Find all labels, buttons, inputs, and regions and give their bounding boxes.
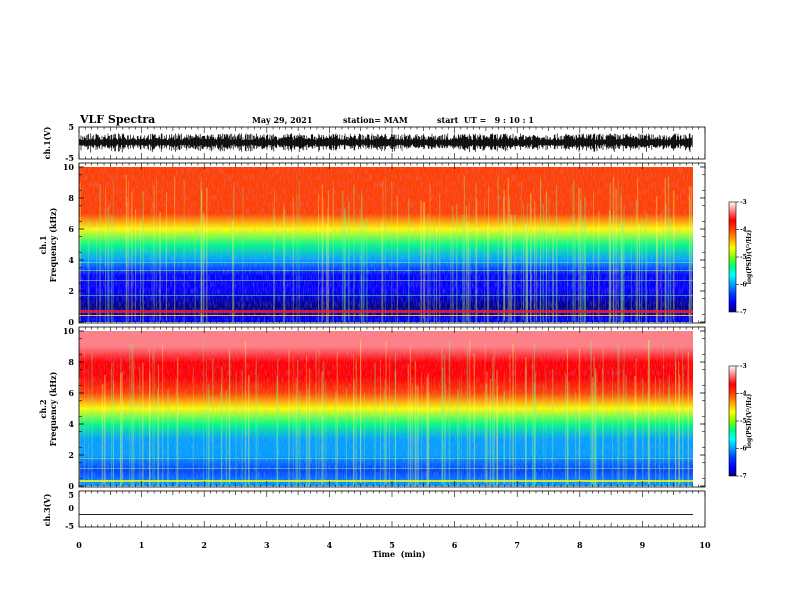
ch1-spectrogram-ylabel-freq: Frequency (kHz) [48,207,58,282]
ch1-colorbar-scale [728,201,737,313]
yt2-label: 4 [68,419,74,429]
cbt1-label: -4 [740,227,747,234]
yt2-label: 2 [68,450,74,460]
ch1-ytick-bottom: -5 [65,153,74,163]
ch1-waveform-trace [79,133,693,153]
figure-title: VLF Spectra [79,113,155,126]
yt1-label: 0 [68,317,74,327]
cbt2-label: -5 [740,418,747,425]
cbt1-label: -7 [740,309,747,316]
ch1-spectrogram-ylabel-ch: ch.1 [38,235,48,254]
ch3-ytick-top: 5 [68,490,74,500]
x-axis-ticks [78,127,706,527]
ch3-ytick-mid: 0 [68,503,74,513]
ch2-spectrogram-yticks: 0 2 4 6 8 10 [63,326,705,491]
x-tick-label: 10 [699,540,711,550]
x-tick-label: 4 [327,540,333,550]
cbt2-label: -7 [740,473,747,480]
yt2-label: 0 [68,481,74,491]
yt1-label: 10 [63,162,75,172]
yt1-label: 8 [68,193,74,203]
x-tick-label: 8 [577,540,583,550]
yt1-label: 6 [68,224,74,234]
yt1-label: 2 [68,286,74,296]
ch2-spectrogram-ylabel-freq: Frequency (kHz) [48,371,58,446]
ch2-colorbar-scale [728,365,737,477]
x-tick-label: 5 [389,540,395,550]
x-tick-label: 7 [514,540,520,550]
x-tick-label: 2 [201,540,207,550]
header-date: May 29, 2021 [252,115,312,125]
ch3-waveform-ylabel: ch.3(V) [42,493,52,526]
ch2-colorbar-label: log(PSD)(V²/Hz) [746,394,753,449]
cbt1-label: -5 [740,254,747,261]
x-tick-label: 9 [640,540,646,550]
ch1-colorbar: -3 -4 -5 -6 -7 log(PSD)(V²/Hz) [728,199,753,316]
yt2-label: 8 [68,357,74,367]
x-tick-label: 6 [452,540,458,550]
ch2-spectrogram-image [79,331,693,486]
x-axis-label: Time (min) [372,549,425,559]
header-start-ut: start UT = 9 : 10 : 1 [437,115,534,125]
x-tick-label: 0 [76,540,82,550]
ch1-spectrogram-yticks: 0 2 4 6 8 10 [63,162,705,327]
ch1-colorbar-label: log(PSD)(V²/Hz) [746,230,753,285]
ch2-spectrogram-panel: 0 2 4 6 8 10 ch.2 Frequency (kHz) [38,326,706,491]
cbt1-label: -6 [740,282,747,289]
ch1-spectrogram-panel: 0 2 4 6 8 10 ch.1 Frequency (kHz) [38,162,706,327]
ch2-spectrogram-ylabel-ch: ch.2 [38,399,48,418]
x-tick-label: 3 [264,540,270,550]
ch3-ytick-bottom: -5 [65,521,74,531]
yt2-label: 10 [63,326,75,336]
yt1-label: 4 [68,255,74,265]
cbt2-label: -4 [740,391,747,398]
x-axis-tick-labels: 0 1 2 3 4 5 6 7 8 9 10 [76,540,711,550]
cbt1-label: -3 [740,199,747,206]
x-tick-label: 1 [139,540,145,550]
cbt2-label: -6 [740,446,747,453]
ch1-spectrogram-image [79,167,693,322]
ch1-waveform-ylabel: ch.1(V) [42,126,52,159]
cbt2-label: -3 [740,363,747,370]
ch2-colorbar: -3 -4 -5 -6 -7 log(PSD)(V²/Hz) [728,363,753,480]
header-station: station= MAM [343,115,408,125]
ch1-ytick-top: 5 [68,122,74,132]
yt2-label: 6 [68,388,74,398]
